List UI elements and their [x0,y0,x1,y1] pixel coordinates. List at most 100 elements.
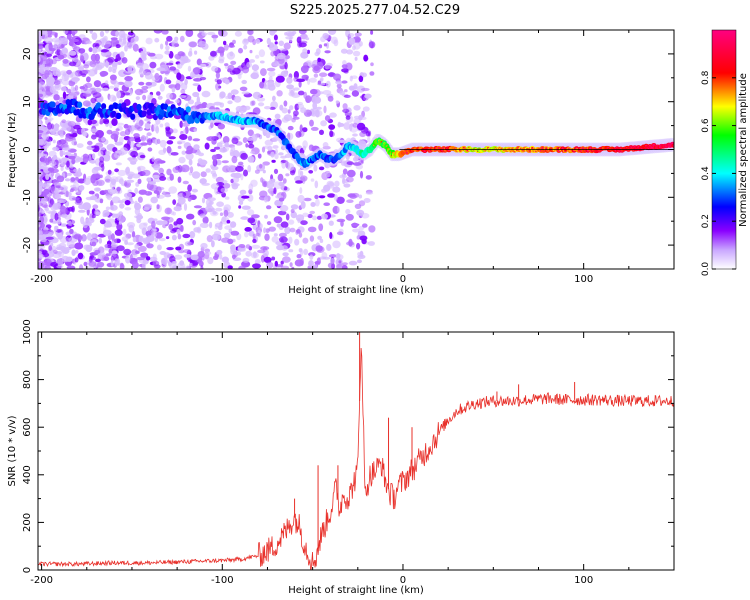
noise-point [266,37,271,45]
noise-point [223,209,229,217]
noise-point [169,255,176,263]
noise-point [171,234,177,241]
noise-point [99,156,105,163]
noise-point [78,48,86,54]
noise-point [136,62,144,69]
noise-point [323,184,331,192]
noise-point [272,145,279,149]
noise-point [47,34,52,38]
noise-point [152,174,160,179]
noise-point [47,232,54,235]
noise-point [359,170,364,179]
noise-point [91,167,99,175]
noise-point [89,119,97,125]
noise-point [38,56,41,63]
x-tick-label: 100 [574,575,593,586]
noise-point [115,150,123,154]
noise-point [54,123,59,132]
noise-point [185,30,194,37]
noise-point [230,60,237,65]
noise-point [281,117,289,123]
noise-point [282,252,289,257]
noise-point [368,225,376,233]
noise-point [288,236,293,244]
noise-point [66,265,76,269]
y-tick-label: 600 [22,418,33,437]
noise-point [165,40,169,46]
noise-point [38,93,44,98]
noise-point [190,254,199,261]
noise-point [71,197,80,201]
noise-point [241,66,250,74]
noise-point [73,141,77,146]
noise-point [59,49,69,56]
noise-point [295,180,303,184]
noise-point [238,265,246,269]
noise-point [145,256,151,261]
noise-point [152,253,157,260]
noise-point [348,85,356,91]
noise-point [141,85,149,90]
noise-point [337,121,342,128]
noise-point [230,221,237,228]
noise-point [49,31,59,36]
noise-point [131,261,139,269]
noise-point [315,106,322,110]
noise-point [349,194,357,200]
noise-point [97,261,105,268]
noise-point [279,205,289,212]
noise-point [88,47,93,53]
noise-point [234,30,242,37]
noise-point [71,38,79,43]
x-tick-label: -100 [211,575,234,586]
noise-point [134,202,140,208]
noise-point [238,205,242,209]
noise-point [342,103,348,110]
noise-point [211,34,219,39]
noise-point [135,250,140,254]
noise-point [199,222,209,228]
noise-point [342,177,346,185]
noise-point [308,260,314,267]
noise-point [319,72,328,77]
noise-point [176,140,186,144]
noise-point [166,62,174,66]
noise-point [82,156,89,164]
noise-point [71,88,76,94]
noise-point [99,121,103,125]
noise-point [123,192,133,199]
noise-point [194,50,198,55]
noise-point [174,53,182,60]
noise-point [165,236,170,240]
noise-point [52,146,60,151]
noise-point [280,159,287,163]
noise-point [57,198,67,204]
noise-point [132,236,137,243]
noise-point [369,71,375,76]
noise-point [184,58,191,63]
noise-point [245,250,252,257]
noise-point [105,178,111,182]
noise-point [119,203,125,209]
noise-point [231,137,239,145]
noise-point [293,110,299,116]
noise-point [271,256,276,261]
noise-point [224,63,229,67]
spectrogram-ylabel: Frequency (Hz) [7,112,18,188]
noise-point [158,167,164,174]
noise-point [187,242,194,246]
noise-point [101,136,106,142]
noise-point [140,252,149,258]
noise-point [114,168,119,173]
noise-point [45,53,53,57]
noise-point [115,176,124,183]
noise-point [305,95,312,103]
noise-point [65,237,70,243]
noise-point [302,237,309,244]
noise-point [142,261,146,269]
noise-point [316,215,322,220]
noise-point [250,151,256,154]
noise-point [178,95,187,98]
noise-point [208,55,215,61]
noise-point [121,236,129,242]
